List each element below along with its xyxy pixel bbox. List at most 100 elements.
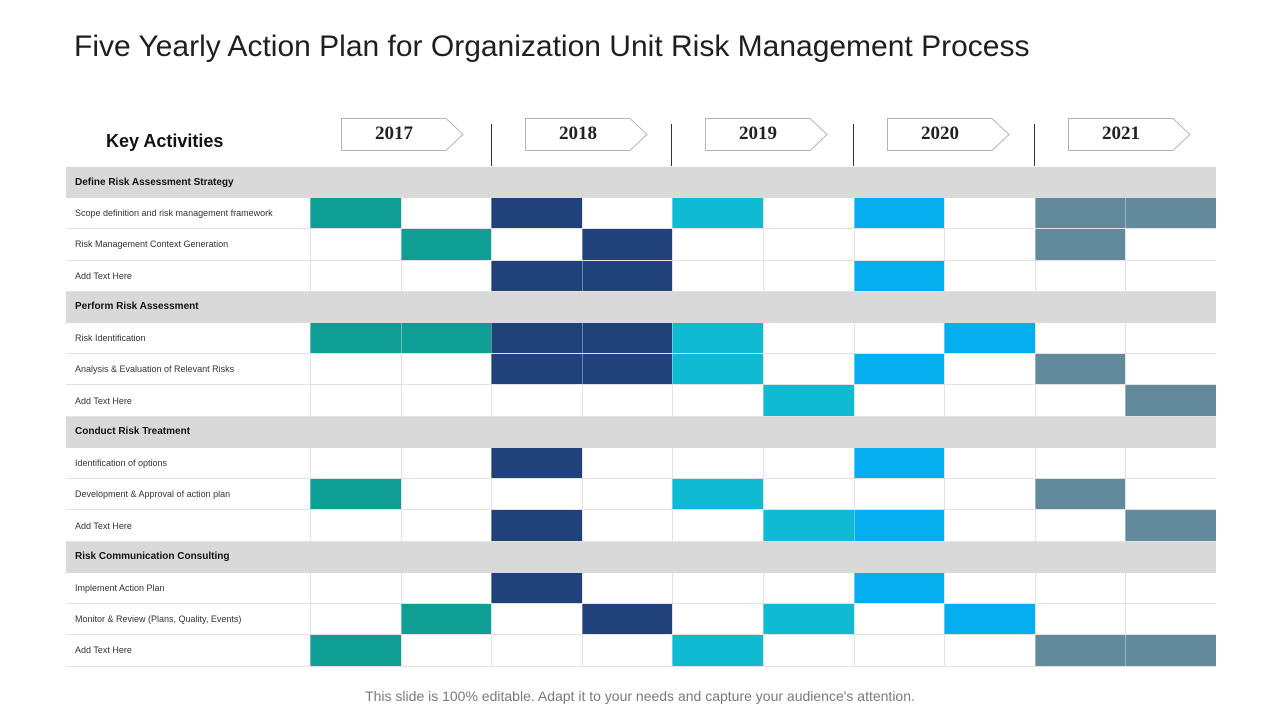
activity-cell-empty (672, 385, 763, 416)
activity-row: Scope definition and risk management fra… (66, 198, 1217, 230)
activity-cell-empty (400, 198, 492, 229)
activity-cell-empty (763, 198, 854, 229)
section-label: Perform Risk Assessment (75, 301, 199, 313)
activity-cell-empty (491, 229, 582, 260)
activity-cell-filled (853, 260, 945, 291)
activity-cell-empty (1125, 260, 1216, 291)
activity-cell-filled (763, 510, 855, 541)
activity-row: Add Text Here (66, 385, 1217, 417)
activity-cell-empty (310, 447, 401, 479)
activity-cell-empty (581, 479, 673, 510)
activity-cell-empty (853, 322, 945, 354)
activity-cell-empty (672, 572, 763, 603)
activity-cell-empty (763, 635, 854, 666)
activity-label: Scope definition and risk management fra… (75, 208, 273, 219)
year-tag-shape (341, 118, 464, 151)
section-header-row: Perform Risk Assessment (66, 291, 1216, 323)
activity-label: Monitor & Review (Plans, Quality, Events… (75, 614, 242, 625)
activity-cell-empty (1125, 479, 1216, 510)
activity-row: Monitor & Review (Plans, Quality, Events… (66, 603, 1216, 636)
activity-cell-empty (1125, 603, 1216, 635)
activity-cell-empty (581, 510, 673, 541)
year-tag-shape (887, 118, 1010, 151)
activity-row: Identification of options (66, 447, 1216, 480)
activity-cell-filled (1034, 479, 1126, 510)
activity-cell-empty (1125, 229, 1216, 260)
activity-cell-filled (310, 635, 402, 666)
activity-cell-empty (944, 479, 1035, 510)
activity-cell-filled (763, 385, 855, 416)
activity-cell-empty (491, 603, 582, 635)
activity-cell-filled (1034, 198, 1126, 229)
section-label: Risk Communication Consulting (75, 551, 230, 563)
year-label: 2018 (559, 123, 597, 144)
activity-cell-filled (581, 603, 673, 635)
activity-cell-empty (944, 229, 1035, 260)
activity-cell-filled (491, 260, 583, 291)
activity-cell-empty (763, 229, 854, 260)
activity-cell-empty (672, 260, 763, 291)
activity-cell-empty (400, 635, 492, 666)
year-label: 2019 (739, 123, 777, 144)
footer-note: This slide is 100% editable. Adapt it to… (365, 688, 915, 704)
activity-cell-empty (1034, 385, 1126, 416)
activity-cell-filled (581, 229, 673, 260)
year-divider (853, 124, 854, 166)
year-tag-shape (705, 118, 828, 151)
activity-row: Add Text Here (66, 510, 1217, 542)
activity-cell-empty (853, 385, 945, 416)
activity-cell-filled (1125, 635, 1217, 666)
activity-cell-empty (1034, 510, 1126, 541)
year-tag-shape (1068, 118, 1191, 151)
activity-label: Analysis & Evaluation of Relevant Risks (75, 364, 235, 375)
activity-cell-filled (853, 510, 945, 541)
activity-row: Implement Action Plan (66, 572, 1216, 604)
activity-cell-empty (853, 229, 945, 260)
section-header-row: Define Risk Assessment Strategy (66, 167, 1216, 198)
activity-cell-filled (581, 322, 673, 354)
activity-cell-empty (1034, 572, 1126, 603)
activity-cell-filled (672, 354, 764, 385)
activity-cell-filled (853, 354, 945, 385)
activity-cell-empty (763, 354, 854, 385)
activity-cell-empty (400, 572, 492, 603)
activity-row: Risk Identification (66, 322, 1216, 355)
activity-cell-empty (310, 603, 401, 635)
activity-cell-filled (581, 354, 673, 385)
activity-cell-empty (944, 572, 1035, 603)
activity-cell-empty (491, 385, 582, 416)
activity-cell-filled (1125, 385, 1217, 416)
activity-cell-empty (763, 447, 854, 479)
activity-cell-empty (400, 385, 492, 416)
activity-cell-filled (672, 198, 764, 229)
page-title: Five Yearly Action Plan for Organization… (74, 30, 1030, 63)
activity-cell-filled (672, 479, 764, 510)
activity-cell-filled (672, 635, 764, 666)
activity-cell-filled (310, 479, 402, 510)
activity-cell-filled (491, 322, 583, 354)
activity-cell-empty (310, 572, 401, 603)
activity-cell-filled (763, 603, 855, 635)
activity-cell-filled (853, 572, 945, 603)
activity-cell-empty (310, 510, 401, 541)
activity-cell-empty (763, 322, 854, 354)
activity-cell-empty (1125, 322, 1216, 354)
section-header-row: Risk Communication Consulting (66, 541, 1216, 573)
activity-cell-empty (581, 635, 673, 666)
activity-cell-empty (581, 447, 673, 479)
activity-cell-empty (581, 385, 673, 416)
activity-cell-empty (944, 635, 1035, 666)
activity-cell-filled (400, 603, 492, 635)
activity-cell-filled (491, 572, 583, 603)
year-divider (491, 124, 492, 166)
activity-cell-empty (763, 572, 854, 603)
activity-cell-empty (581, 572, 673, 603)
activity-cell-empty (853, 635, 945, 666)
activity-cell-filled (944, 322, 1036, 354)
activity-cell-empty (944, 510, 1035, 541)
activity-grid: Define Risk Assessment Strategy Scope def… (66, 167, 1217, 667)
section-header-row: Conduct Risk Treatment (66, 416, 1216, 448)
activity-label: Identification of options (75, 457, 168, 468)
activity-row: Add Text Here (66, 635, 1217, 667)
activity-cell-filled (1125, 198, 1217, 229)
